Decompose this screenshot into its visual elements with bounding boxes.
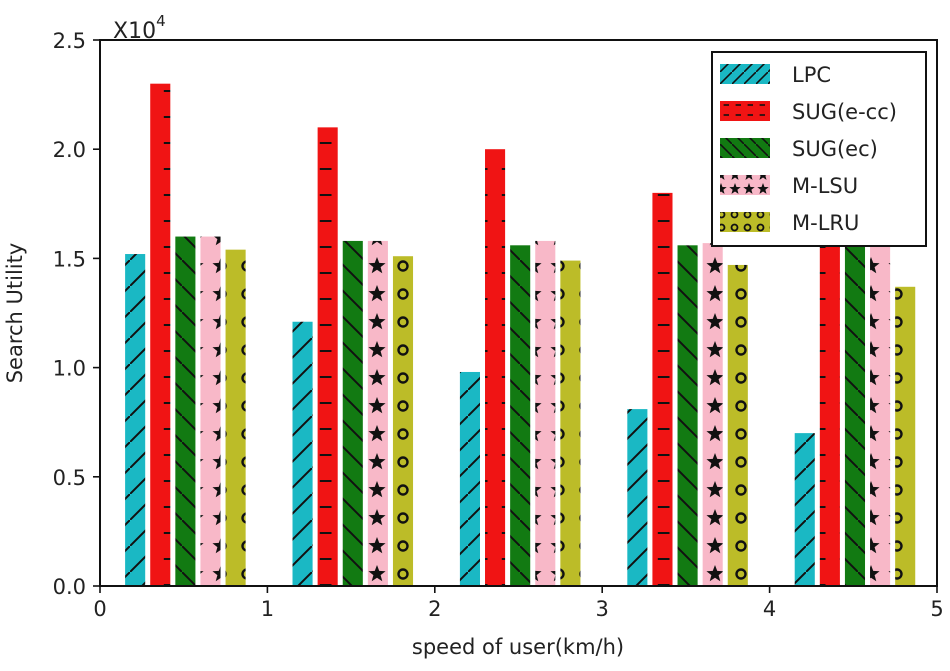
x-axis-label: speed of user(km/h) [412, 635, 624, 659]
bar-lpc-group-1 [292, 321, 313, 586]
bar-sug-ec--group-1 [342, 240, 363, 586]
bar-sug-ec--group-0 [175, 236, 196, 586]
bar-sug-e-cc--group-1 [317, 127, 338, 587]
y-axis-label: Search Utility [3, 243, 27, 384]
x-tick-label: 4 [763, 597, 776, 621]
plot-frame [99, 39, 938, 587]
x-tick-label: 2 [428, 597, 441, 621]
legend-swatch-lpc [720, 64, 770, 84]
y-tick-label: 1.0 [53, 357, 86, 381]
bar-m-lsu-group-0 [200, 236, 221, 586]
legend-label: M-LSU [792, 174, 858, 198]
bar-m-lsu-group-1 [367, 240, 388, 586]
bar-sug-ec--group-3 [677, 245, 698, 587]
bar-m-lru-group-1 [392, 256, 414, 586]
bar-m-lru-group-3 [727, 264, 748, 586]
bar-m-lru-group-0 [225, 249, 246, 586]
bar-sug-e-cc--group-4 [819, 225, 840, 586]
y-tick-label: 0.0 [53, 575, 86, 599]
y-multiplier-exponent: 4 [156, 12, 166, 30]
legend-label: SUG(ec) [792, 137, 878, 161]
bar-sug-e-cc--group-2 [485, 149, 506, 586]
bar-lpc-group-0 [125, 254, 146, 586]
legend-swatch-sug-e-cc- [720, 101, 770, 121]
legend-swatch-sug-ec- [720, 138, 770, 158]
legend-swatch-m-lru [720, 212, 770, 232]
bar-lpc-group-3 [627, 409, 648, 586]
y-tick-label: 2.5 [53, 29, 86, 53]
x-tick-label: 0 [93, 597, 106, 621]
bar-m-lsu-group-4 [870, 243, 891, 587]
y-multiplier: X104 [113, 12, 166, 44]
legend-swatch-m-lsu [720, 175, 770, 195]
y-tick-label: 1.5 [53, 247, 86, 271]
bar-sug-ec--group-2 [510, 245, 531, 587]
ticks-layer: 0 1 2 3 4 5 0.0 0.5 1.0 1.5 2.0 2.5 [53, 29, 944, 621]
bar-m-lru-group-4 [895, 286, 916, 586]
x-tick-label: 3 [596, 597, 609, 621]
bar-m-lsu-group-2 [535, 240, 556, 586]
legend-label: LPC [792, 63, 831, 87]
bar-lpc-group-4 [794, 433, 815, 586]
y-tick-label: 0.5 [53, 466, 86, 490]
bar-lpc-group-2 [459, 371, 480, 586]
bar-sug-e-cc--group-3 [652, 192, 673, 586]
legend-label: M-LRU [792, 211, 859, 235]
legend-label: SUG(e-cc) [792, 100, 897, 124]
bars-layer [125, 83, 916, 587]
bar-m-lsu-group-3 [702, 243, 723, 587]
x-tick-label: 5 [930, 597, 943, 621]
bar-sug-ec--group-4 [844, 240, 866, 586]
bar-m-lru-group-2 [560, 260, 581, 586]
y-tick-label: 2.0 [53, 138, 86, 162]
x-tick-label: 1 [261, 597, 274, 621]
bar-sug-e-cc--group-0 [150, 83, 171, 587]
legend: LPC SUG(e-cc) SUG(ec) M-LSU M-LRU [711, 51, 927, 247]
